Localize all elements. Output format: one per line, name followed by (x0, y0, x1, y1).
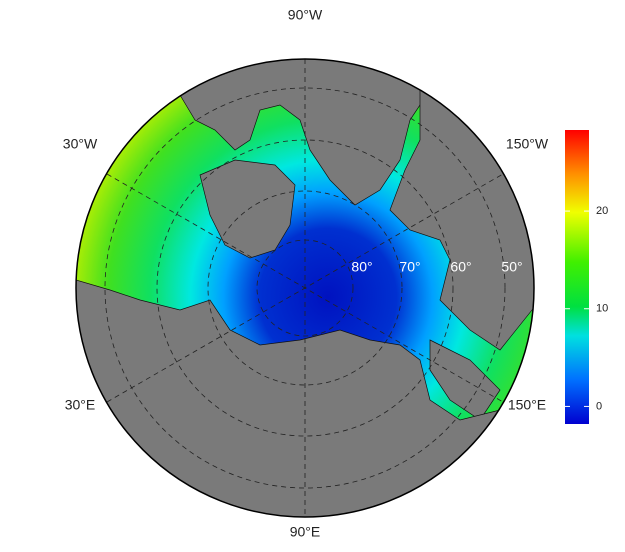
latitude-label: 50° (501, 259, 522, 275)
parallel (104, 87, 506, 489)
map-border (75, 58, 535, 518)
land (199, 159, 296, 259)
colorbar-tick-label: 10 (596, 303, 608, 315)
colorbar (565, 130, 589, 424)
parallel (207, 190, 403, 386)
longitude-label: 90°W (288, 7, 323, 23)
land (76, 279, 534, 517)
land (179, 59, 431, 206)
latitude-label: 60° (450, 259, 471, 275)
longitude-label: 150°W (506, 136, 549, 152)
longitude-label: 90°E (290, 524, 321, 540)
longitude-label: 30°W (63, 136, 98, 152)
map-body (76, 59, 534, 517)
latitude-label: 70° (399, 259, 420, 275)
meridian (106, 173, 504, 403)
longitude-label: 150°E (508, 397, 546, 413)
latitude-label: 80° (351, 259, 372, 275)
longitude-label: 30°E (65, 397, 96, 413)
graticule (104, 59, 506, 517)
colorbar-tick-label: 0 (596, 400, 602, 412)
colorbar-tick-label: 20 (596, 205, 608, 217)
